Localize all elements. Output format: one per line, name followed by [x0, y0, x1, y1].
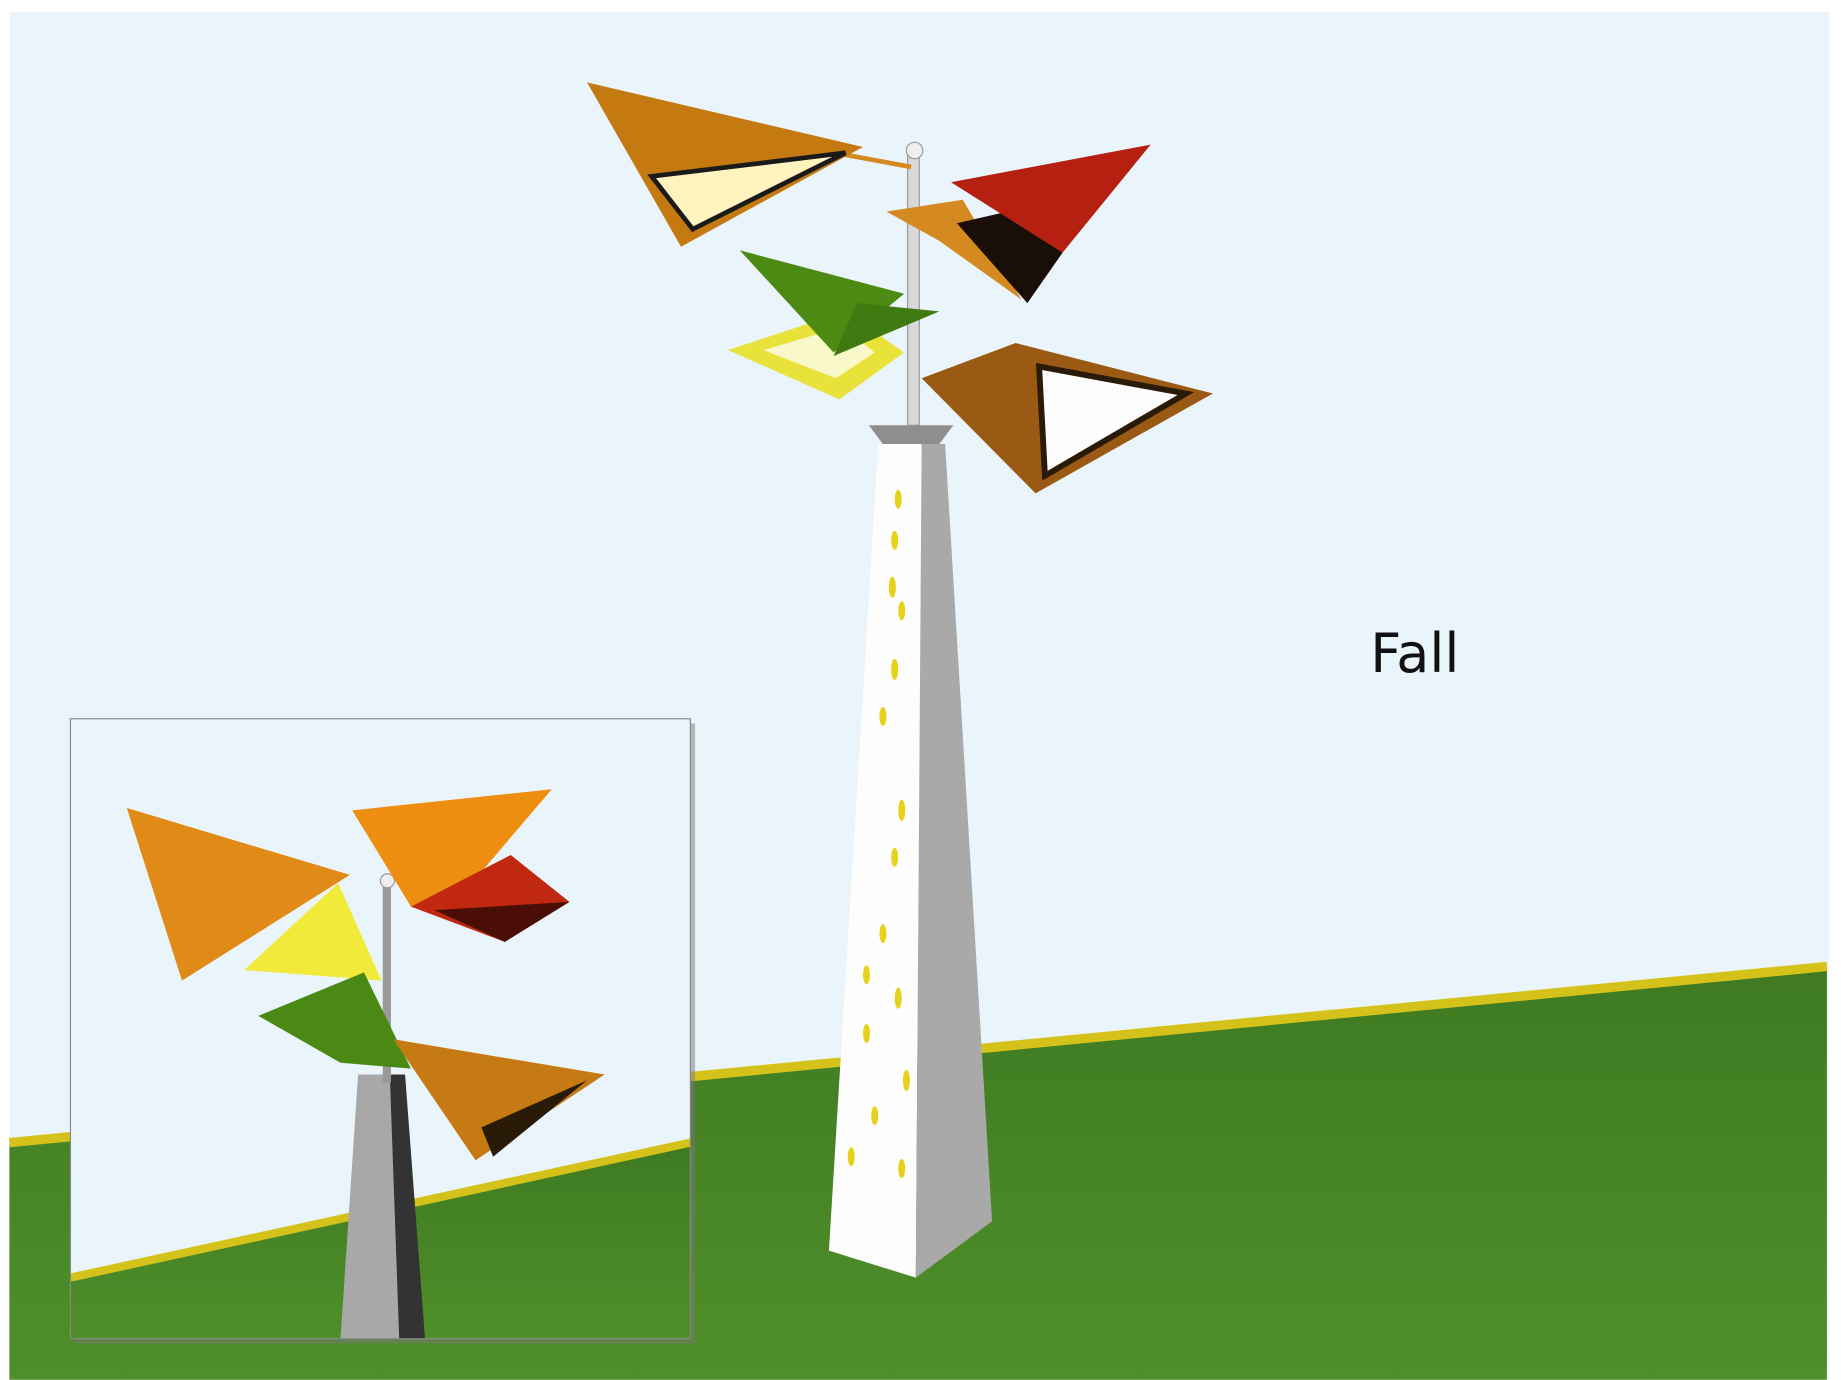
tower-cap [869, 425, 954, 444]
page: Fall (() => { const data = JSON.parse(do… [0, 0, 1841, 1380]
pole [908, 155, 920, 425]
season-label: Fall [1370, 622, 1459, 685]
pole-ball [906, 142, 922, 158]
inset [70, 719, 695, 1344]
scene: Fall [0, 0, 1841, 1380]
